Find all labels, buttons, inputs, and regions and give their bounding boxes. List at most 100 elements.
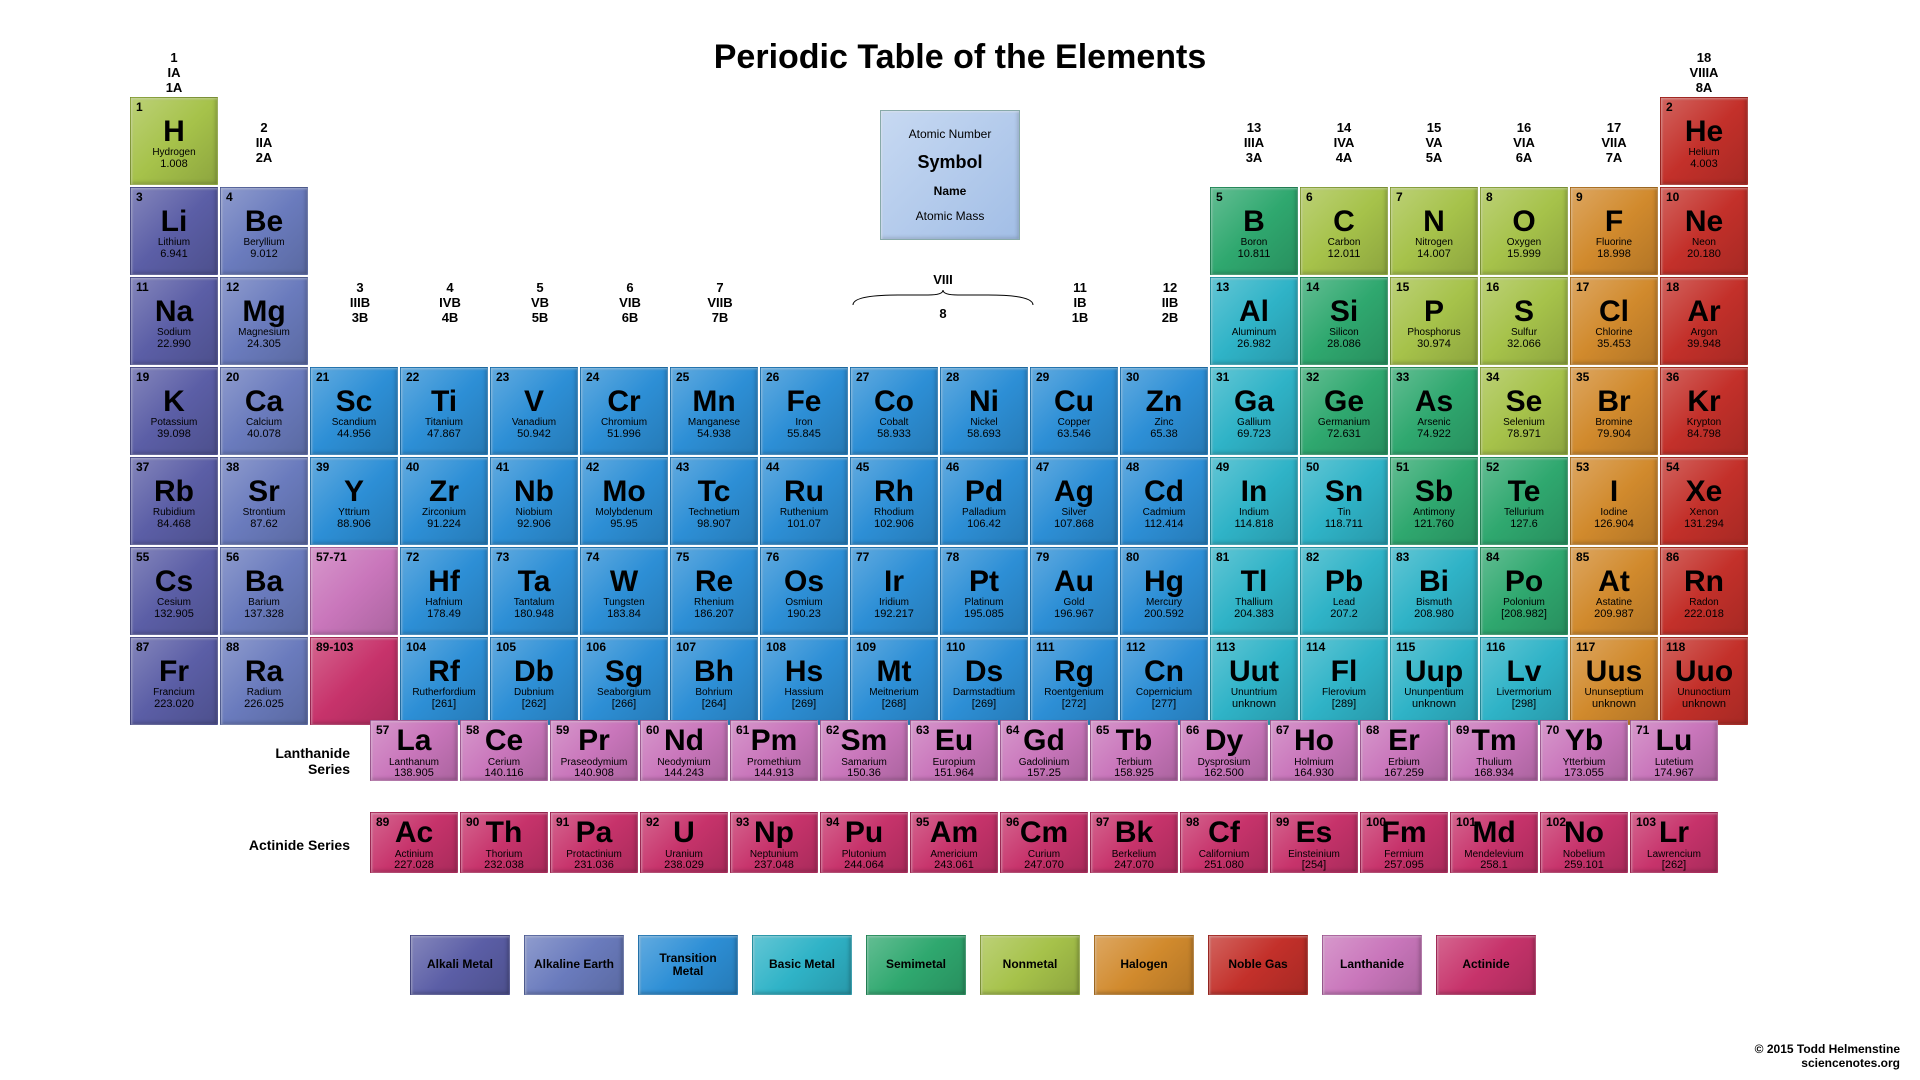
- actinide-row: 89 Ac Actinium 227.02890 Th Thorium 232.…: [370, 812, 1718, 873]
- atomic-number: 87: [136, 641, 149, 654]
- element-symbol: Br: [1597, 386, 1630, 418]
- atomic-mass: 50.942: [517, 429, 551, 441]
- atomic-number: 45: [856, 461, 869, 474]
- element-symbol: Pr: [578, 725, 610, 757]
- element-symbol: Tc: [698, 476, 731, 508]
- atomic-number: 85: [1576, 551, 1589, 564]
- element-cell: 62 Sm Samarium 150.36: [820, 720, 908, 781]
- atomic-mass: [289]: [1332, 699, 1356, 711]
- atomic-mass: 58.933: [877, 429, 911, 441]
- atomic-mass: 232.038: [484, 860, 524, 872]
- atomic-number: 107: [676, 641, 696, 654]
- element-cell: 23 V Vanadium 50.942: [490, 367, 578, 455]
- atomic-mass: 12.011: [1328, 249, 1361, 261]
- element-cell: 94 Pu Plutonium 244.064: [820, 812, 908, 873]
- element-symbol: Sr: [248, 476, 280, 508]
- atomic-number: 26: [766, 371, 779, 384]
- atomic-mass: [268]: [882, 699, 906, 711]
- atomic-number: 16: [1486, 281, 1499, 294]
- atomic-mass: 98.907: [697, 519, 731, 531]
- group-header: [490, 35, 578, 95]
- element-symbol: Pd: [965, 476, 1003, 508]
- element-symbol: W: [610, 566, 638, 598]
- element-symbol: Sg: [605, 656, 643, 688]
- atomic-number: 64: [1006, 724, 1019, 737]
- element-cell: 81 Tl Thallium 204.383: [1210, 547, 1298, 635]
- element-symbol: F: [1605, 206, 1623, 238]
- atomic-number: 11: [136, 281, 149, 294]
- atomic-mass: 226.025: [244, 699, 284, 711]
- element-symbol: Lr: [1659, 817, 1689, 849]
- element-cell: 100 Fm Fermium 257.095: [1360, 812, 1448, 873]
- element-cell: 37 Rb Rubidium 84.468: [130, 457, 218, 545]
- atomic-mass: 200.592: [1144, 609, 1184, 621]
- element-cell: 42 Mo Molybdenum 95.95: [580, 457, 668, 545]
- element-symbol: Bi: [1419, 566, 1449, 598]
- element-symbol: Pu: [845, 817, 883, 849]
- atomic-number: 49: [1216, 461, 1229, 474]
- element-symbol: Sc: [336, 386, 373, 418]
- atomic-mass: 32.066: [1507, 339, 1541, 351]
- element-symbol: Pb: [1325, 566, 1363, 598]
- element-cell: 44 Ru Ruthenium 101.07: [760, 457, 848, 545]
- atomic-number: 67: [1276, 724, 1289, 737]
- atomic-number: 105: [496, 641, 516, 654]
- atomic-mass: 144.913: [754, 768, 794, 780]
- group-header: [580, 35, 668, 95]
- atomic-mass: 10.811: [1238, 249, 1271, 261]
- atomic-mass: 63.546: [1057, 429, 1091, 441]
- atomic-number: 102: [1546, 816, 1566, 829]
- atomic-mass: 259.101: [1564, 860, 1604, 872]
- atomic-mass: 150.36: [847, 768, 881, 780]
- element-symbol: Se: [1506, 386, 1543, 418]
- atomic-number: 77: [856, 551, 869, 564]
- atomic-number: 42: [586, 461, 599, 474]
- atomic-mass: 223.020: [154, 699, 194, 711]
- element-symbol: Ga: [1234, 386, 1274, 418]
- atomic-mass: 207.2: [1330, 609, 1358, 621]
- element-cell: 17 Cl Chlorine 35.453: [1570, 277, 1658, 365]
- element-cell: 57-71: [310, 547, 398, 635]
- element-cell: 116 Lv Livermorium [298]: [1480, 637, 1568, 725]
- element-symbol: Fr: [159, 656, 189, 688]
- element-cell: 103 Lr Lawrencium [262]: [1630, 812, 1718, 873]
- atomic-number: 116: [1486, 641, 1505, 654]
- atomic-number: 106: [586, 641, 606, 654]
- atomic-mass: unknown: [1682, 699, 1726, 711]
- atomic-number: 54: [1666, 461, 1679, 474]
- element-cell: 61 Pm Promethium 144.913: [730, 720, 818, 781]
- element-cell: 74 W Tungsten 183.84: [580, 547, 668, 635]
- atomic-mass: 247.070: [1114, 860, 1154, 872]
- atomic-number: 91: [556, 816, 569, 829]
- element-cell: 49 In Indium 114.818: [1210, 457, 1298, 545]
- atomic-number: 75: [676, 551, 689, 564]
- element-symbol: Os: [784, 566, 824, 598]
- element-cell: 85 At Astatine 209.987: [1570, 547, 1658, 635]
- atomic-number: 93: [736, 816, 749, 829]
- atomic-number: 90: [466, 816, 479, 829]
- element-cell: 101 Md Mendelevium 258.1: [1450, 812, 1538, 873]
- element-symbol: Ac: [395, 817, 433, 849]
- atomic-mass: 258.1: [1480, 860, 1508, 872]
- atomic-number: 21: [316, 371, 329, 384]
- atomic-number: 28: [946, 371, 959, 384]
- element-cell: 73 Ta Tantalum 180.948: [490, 547, 578, 635]
- element-cell: 75 Re Rhenium 186.207: [670, 547, 758, 635]
- element-cell: 54 Xe Xenon 131.294: [1660, 457, 1748, 545]
- atomic-number: 72: [406, 551, 419, 564]
- atomic-mass: 121.760: [1414, 519, 1454, 531]
- atomic-mass: 209.987: [1594, 609, 1634, 621]
- element-symbol: Po: [1505, 566, 1543, 598]
- atomic-number: 114: [1306, 641, 1325, 654]
- element-cell: 34 Se Selenium 78.971: [1480, 367, 1568, 455]
- element-cell: 52 Te Tellurium 127.6: [1480, 457, 1568, 545]
- group-header-inner: 11IB1B: [1050, 280, 1110, 325]
- element-cell: 92 U Uranium 238.029: [640, 812, 728, 873]
- element-cell: 6 C Carbon 12.011: [1300, 187, 1388, 275]
- element-symbol: Tl: [1241, 566, 1268, 598]
- element-cell: 55 Cs Cesium 132.905: [130, 547, 218, 635]
- element-cell: 18 Ar Argon 39.948: [1660, 277, 1748, 365]
- element-cell: 35 Br Bromine 79.904: [1570, 367, 1658, 455]
- group-header: [670, 35, 758, 95]
- legend-item: Actinide: [1436, 935, 1536, 995]
